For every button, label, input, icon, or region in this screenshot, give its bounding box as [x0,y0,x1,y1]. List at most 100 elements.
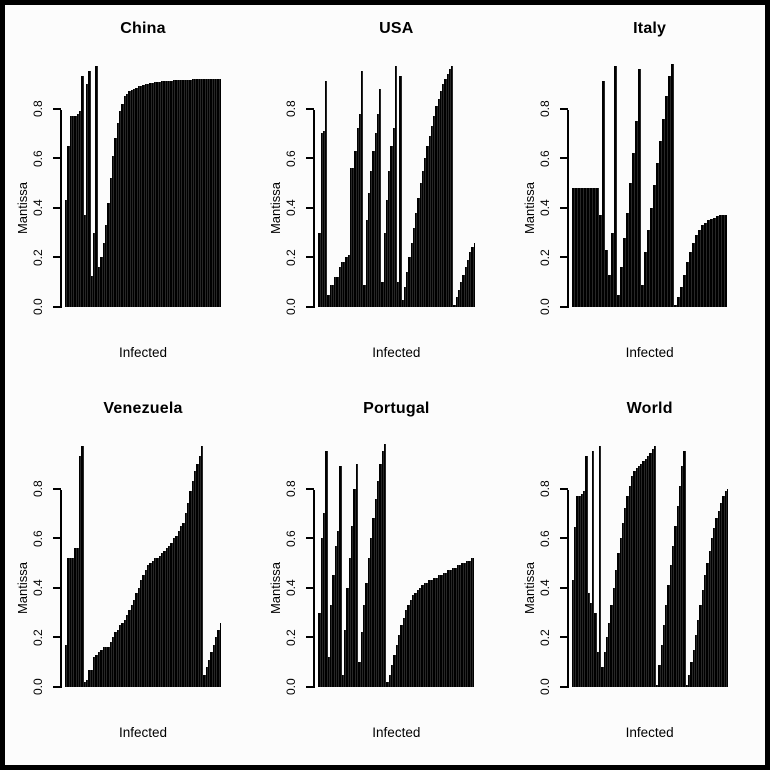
x-axis-label: Infected [372,345,421,360]
bar [151,560,155,687]
bar [421,170,425,307]
bar [634,121,638,307]
bar [656,684,659,687]
bar [409,600,413,687]
bar [116,629,119,687]
bar [370,170,373,307]
bar [633,471,636,687]
bar [608,622,611,687]
bar [694,634,698,687]
bar [331,284,335,307]
bar [344,629,347,687]
x-axis-label: Infected [118,725,168,740]
bar-series [571,59,728,307]
bar [442,83,445,307]
y-tick-label: 0.0 [284,678,299,696]
bar [356,128,359,307]
bar [125,615,129,687]
y-tick [559,306,568,308]
y-tick [53,686,61,688]
bar [650,207,654,307]
bar [401,299,404,307]
bar [447,570,450,687]
bar [412,227,416,307]
bar [442,572,445,687]
bar [692,242,696,307]
bar [580,493,584,687]
bar [680,287,684,307]
bar [410,242,413,307]
plot-area: 0.0 0.2 0.4 0.6 0.8 Mantissa [522,439,729,695]
bar [83,215,87,307]
bar [179,80,183,307]
bar [603,652,606,687]
panel-title: USA [379,20,414,37]
bar [102,647,105,687]
bar [353,488,356,687]
bar [706,563,709,687]
bar [168,545,171,687]
bar [628,486,631,687]
bar [327,657,331,687]
y-tick-label: 0.8 [284,480,299,497]
bar [722,215,726,307]
bar [451,66,454,307]
bar [158,81,162,307]
bar [320,133,323,307]
x-axis-label: Infected [625,345,674,360]
bar [184,513,187,687]
bar [86,83,89,307]
y-tick-label: 0.0 [284,298,299,316]
bar [596,652,600,687]
bar [95,654,98,687]
plot-area: 0.0 0.2 0.4 0.6 0.8 Mantissa [268,59,475,315]
bar [402,617,406,687]
bar [578,496,581,687]
y-axis-line [60,489,62,688]
bar [585,456,588,687]
bar [212,78,215,307]
bar [383,443,387,687]
bar-series [318,59,475,307]
bar [704,222,708,307]
y-tick-label: 0.6 [537,149,552,167]
y-axis-line [313,109,316,308]
bar [374,133,377,307]
bar [376,113,380,307]
bar [647,230,651,307]
bar [339,466,342,687]
bar-series [65,439,222,687]
bar [668,76,672,307]
bar [701,590,704,687]
bar [111,155,115,307]
y-tick [559,256,568,259]
bar [81,76,84,307]
bar [449,570,452,687]
bar [662,118,666,307]
bar [392,128,395,307]
bar [168,80,171,307]
bar [435,106,438,307]
bar [653,185,657,307]
bar [147,565,150,687]
y-axis-line [566,109,569,308]
bar [616,294,620,307]
bar [419,183,422,307]
bar [347,254,350,307]
y-tick [306,686,315,688]
bar [219,78,222,307]
bar [158,555,162,687]
bar [367,558,370,687]
bar [635,467,638,687]
bar [651,448,654,687]
bar [433,116,436,307]
bar [95,66,98,307]
y-tick-label: 0.6 [284,529,299,547]
bar [144,84,148,307]
bar [325,81,328,307]
bar [97,652,101,687]
bar [428,580,431,687]
bar [395,644,399,687]
bar [154,82,157,307]
bar [671,63,675,307]
